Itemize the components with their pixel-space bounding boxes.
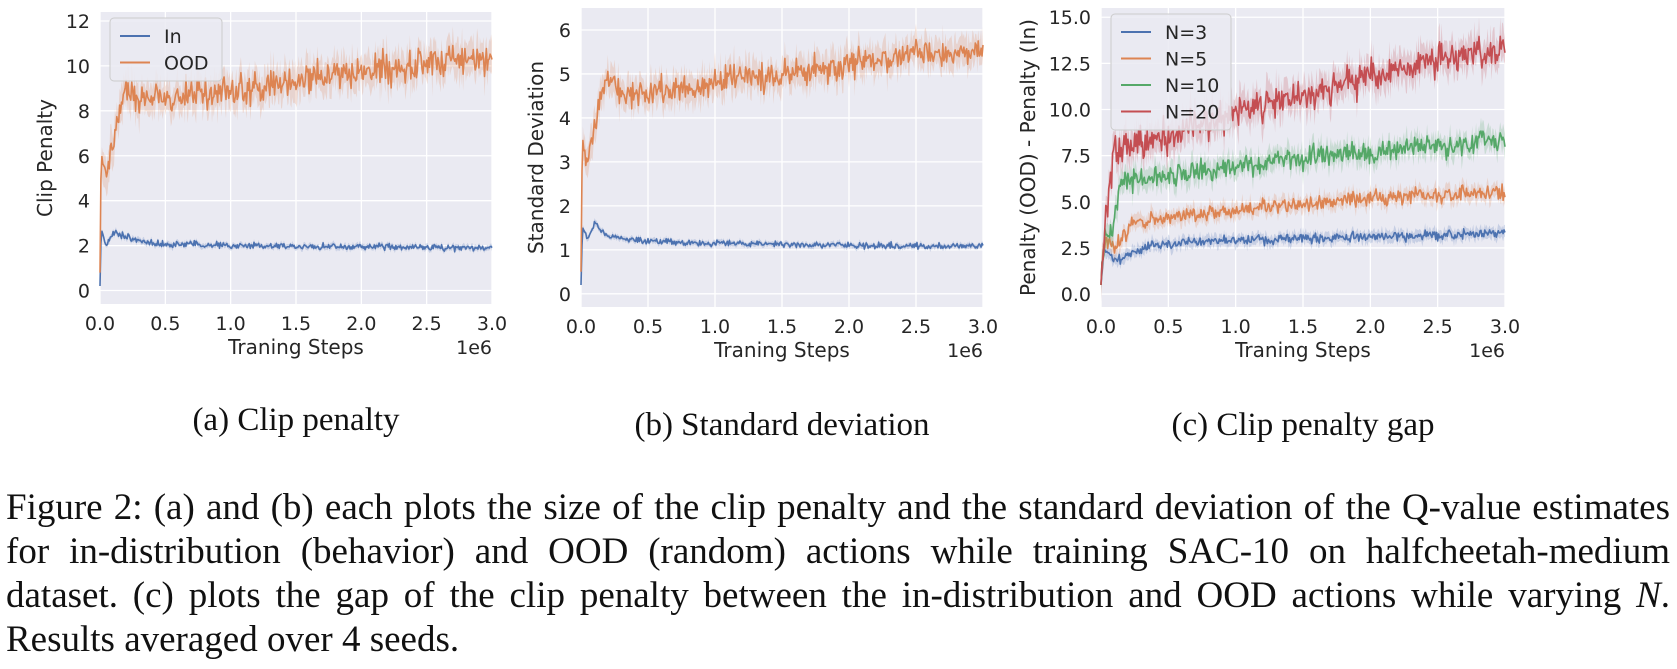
x-tick-label: 0.5 [1153,316,1183,338]
y-tick-label: 5.0 [1061,192,1091,214]
legend: In OOD [109,17,223,82]
x-tick-label: 1.5 [767,316,797,338]
y-axis-label: Standard Deviation [524,61,548,254]
figure-caption: Figure 2: (a) and (b) each plots the siz… [6,486,1670,662]
series-band-3 [1101,117,1505,298]
x-offset-label: 1e6 [947,340,983,362]
y-tick-label: 10 [66,56,90,78]
caption-text-1: Figure 2: (a) and (b) each plots the siz… [6,487,1670,616]
caption-variable: N [1636,575,1661,616]
x-tick-label: 0.5 [150,313,180,335]
series-line-2 [99,44,493,273]
y-tick-label: 6 [559,20,571,42]
x-axis-label: Traning Steps [713,338,850,362]
legend-label: N=10 [1165,75,1219,97]
x-tick-label: 1.5 [1288,316,1318,338]
x-tick-label: 1.0 [216,313,246,335]
x-tick-label: 0.5 [633,316,663,338]
series-line-1 [1100,228,1506,285]
subcaption: (c) Clip penalty gap [1171,407,1434,443]
y-tick-label: 5 [559,64,571,86]
x-tick-label: 1.5 [281,313,311,335]
legend-label: N=3 [1165,22,1207,44]
legend-box [1110,13,1232,131]
y-tick-label: 7.5 [1061,146,1091,168]
series-line-1 [580,220,984,286]
x-tick-label: 2.5 [1423,316,1453,338]
legend-label: In [164,26,182,48]
y-tick-label: 1 [559,240,571,262]
x-tick-label: 3.0 [968,316,998,338]
y-tick-label: 4 [559,108,571,130]
y-tick-label: 3 [559,152,571,174]
x-offset-label: 1e6 [1469,340,1505,362]
x-axis-label: Traning Steps [227,335,364,359]
x-tick-label: 0.0 [85,313,115,335]
series-line-2 [1100,183,1506,285]
subcaption: (b) Standard deviation [634,407,929,443]
y-tick-label: 6 [78,146,90,168]
y-tick-label: 2 [559,196,571,218]
legend-label: N=20 [1165,102,1219,124]
legend-label: OOD [164,53,209,75]
x-tick-label: 2.0 [1355,316,1385,338]
series-band-1 [1101,223,1505,290]
series-band-2 [1101,176,1505,294]
series-line-3 [1100,130,1506,285]
x-tick-label: 2.0 [346,313,376,335]
x-tick-label: 0.0 [1086,316,1116,338]
x-tick-label: 1.0 [700,316,730,338]
y-axis-label: Clip Penalty [33,99,57,217]
chart-b: 0.0 0.5 1.0 1.5 2.0 2.5 3.0 0 1 2 3 4 5 6 1e6 Traning S… [524,8,998,443]
y-tick-label: 0.0 [1061,284,1091,306]
x-tick-label: 3.0 [477,313,507,335]
chart-a: 0.0 0.5 1.0 1.5 2.0 2.5 3.0 0 2 4 6 8 10 12 1e6 Traning… [33,11,507,438]
x-tick-label: 1.0 [1221,316,1251,338]
x-tick-label: 0.0 [566,316,596,338]
series-band-2 [100,26,492,293]
y-tick-label: 15.0 [1049,7,1091,29]
y-tick-label: 8 [78,101,90,123]
caption-text-2: . Results averaged over 4 seeds. [6,575,1670,660]
x-axis-label: Traning Steps [1234,338,1371,362]
series-line-2 [580,38,984,272]
y-tick-label: 10.0 [1049,100,1091,122]
y-tick-label: 0 [78,281,90,303]
y-tick-label: 2 [78,236,90,258]
legend-box [109,17,223,82]
series-band-1 [100,227,492,290]
series-line-1 [99,229,493,287]
chart-c: 0.0 0.5 1.0 1.5 2.0 2.5 3.0 0.0 2.5 5.0 7.5 10.0 12.… [1016,7,1520,443]
legend: N=3 N=5 N=10 N=20 [1110,13,1232,131]
y-tick-label: 12.5 [1049,53,1091,75]
y-tick-label: 12 [66,11,90,33]
y-tick-label: 0 [559,284,571,306]
x-tick-label: 2.5 [901,316,931,338]
x-tick-label: 3.0 [1490,316,1520,338]
y-tick-label: 2.5 [1061,238,1091,260]
legend-label: N=5 [1165,49,1207,71]
x-tick-label: 2.5 [412,313,442,335]
y-axis-label: Penalty (OOD) - Penalty (In) [1016,19,1040,296]
x-tick-label: 2.0 [834,316,864,338]
x-offset-label: 1e6 [456,337,492,359]
y-tick-label: 4 [78,191,90,213]
subcaption: (a) Clip penalty [192,402,400,438]
